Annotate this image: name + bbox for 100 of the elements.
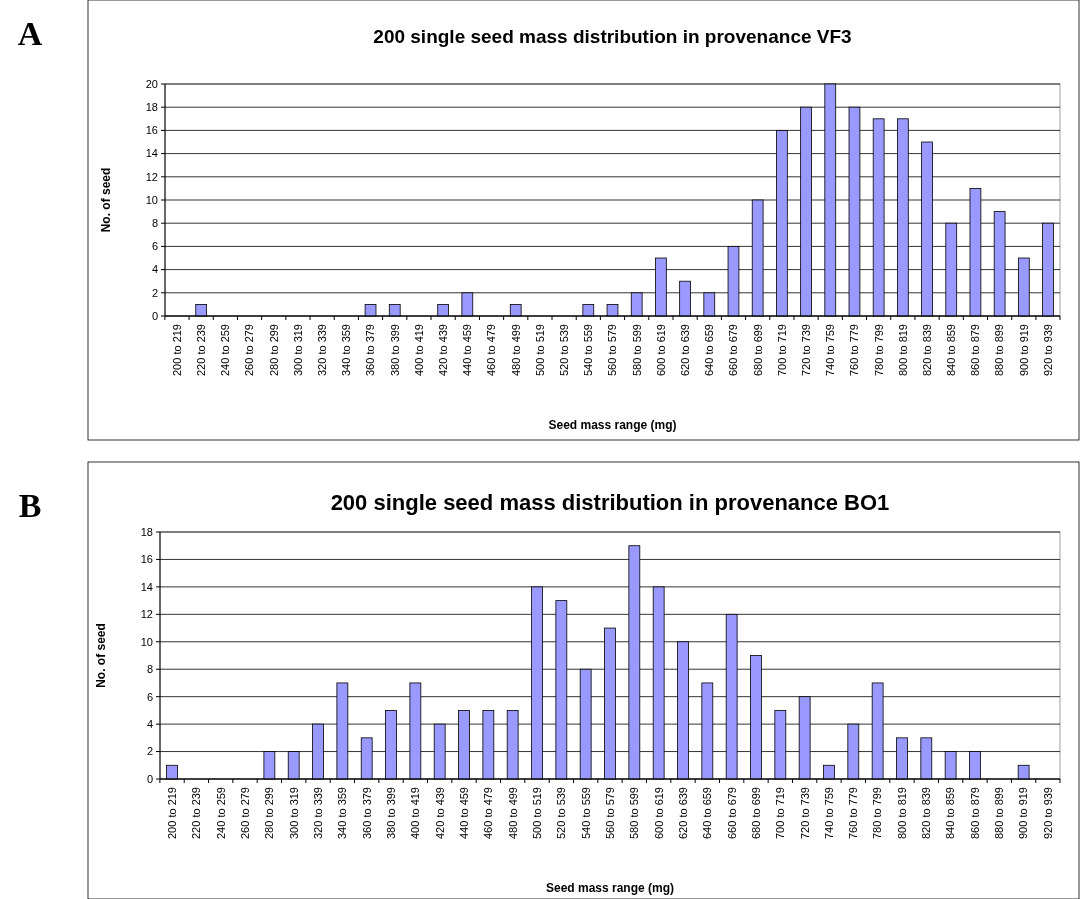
x-tick-label: 640 to 659	[701, 787, 714, 839]
x-tick-label: 280 to 299	[263, 787, 276, 839]
x-tick-label: 400 to 419	[412, 324, 425, 376]
y-tick-label: 16	[140, 553, 153, 566]
x-tick-label: 880 to 899	[993, 787, 1006, 839]
x-tick-label: 200 to 219	[170, 324, 183, 376]
y-tick-label: 10	[140, 635, 153, 648]
x-axis-title: Seed mass range (mg)	[545, 881, 675, 895]
x-tick-label: 580 to 599	[630, 324, 643, 376]
x-tick-label: 800 to 819	[895, 787, 908, 839]
x-tick-label: 840 to 859	[945, 324, 958, 376]
x-tick-label: 540 to 559	[579, 787, 592, 839]
x-tick-label: 320 to 339	[311, 787, 324, 839]
y-tick-label: 20	[145, 77, 158, 90]
y-tick-label: 4	[151, 263, 158, 276]
x-tick-label: 460 to 479	[482, 787, 495, 839]
x-tick-label: 480 to 499	[509, 324, 522, 376]
x-tick-label: 600 to 619	[654, 324, 667, 376]
x-tick-label: 400 to 419	[409, 787, 422, 839]
y-tick-label: 18	[140, 525, 153, 538]
x-tick-label: 340 to 359	[336, 787, 349, 839]
x-tick-label: 660 to 679	[727, 324, 740, 376]
x-tick-label: 740 to 759	[824, 324, 837, 376]
y-tick-label: 8	[146, 663, 153, 676]
x-tick-label: 600 to 619	[652, 787, 665, 839]
y-axis-title: No. of seed	[99, 167, 113, 233]
x-tick-label: 220 to 239	[190, 787, 203, 839]
x-tick-label: 720 to 739	[799, 324, 812, 376]
x-tick-label: 920 to 939	[1041, 787, 1054, 839]
x-axis-title: Seed mass range (mg)	[548, 418, 677, 432]
x-tick-label: 520 to 539	[557, 324, 570, 376]
x-tick-label: 240 to 259	[214, 787, 227, 839]
x-tick-label: 900 to 919	[1017, 324, 1030, 376]
y-tick-label: 4	[146, 717, 153, 730]
x-tick-label: 620 to 639	[676, 787, 689, 839]
text: A	[17, 15, 43, 52]
text: B	[18, 487, 42, 524]
x-tick-label: 880 to 899	[993, 324, 1006, 376]
x-tick-label: 340 to 359	[340, 324, 353, 376]
y-tick-label: 2	[146, 745, 153, 758]
x-tick-label: 500 to 519	[530, 787, 543, 839]
x-tick-label: 660 to 679	[725, 787, 738, 839]
x-tick-label: 360 to 379	[364, 324, 377, 376]
y-axis-title: No. of seed	[94, 623, 108, 688]
x-tick-label: 360 to 379	[360, 787, 373, 839]
x-tick-label: 640 to 659	[703, 324, 716, 376]
x-tick-label: 580 to 599	[628, 787, 641, 839]
x-tick-label: 680 to 699	[751, 324, 764, 376]
y-tick-label: 10	[145, 193, 158, 206]
y-tick-label: 6	[146, 690, 153, 703]
x-tick-label: 480 to 499	[506, 787, 519, 839]
y-tick-label: 12	[145, 170, 158, 183]
x-tick-label: 420 to 439	[433, 787, 446, 839]
x-tick-label: 380 to 399	[388, 324, 401, 376]
y-tick-label: 0	[146, 772, 153, 785]
chart-title: 200 single seed mass distribution in provenance VF3	[373, 26, 852, 47]
x-tick-label: 780 to 799	[872, 324, 885, 376]
y-tick-label: 8	[151, 217, 158, 230]
x-tick-label: 900 to 919	[1017, 787, 1030, 839]
x-tick-label: 260 to 279	[238, 787, 251, 839]
x-tick-label: 720 to 739	[798, 787, 811, 839]
x-tick-label: 860 to 879	[969, 324, 982, 376]
x-tick-label: 240 to 259	[219, 324, 232, 376]
y-tick-label: 0	[151, 309, 158, 322]
x-tick-label: 560 to 579	[603, 787, 616, 839]
x-tick-label: 620 to 639	[678, 324, 691, 376]
x-tick-label: 700 to 719	[775, 324, 788, 376]
x-tick-label: 820 to 839	[920, 324, 933, 376]
x-tick-label: 520 to 539	[555, 787, 568, 839]
x-tick-label: 780 to 799	[871, 787, 884, 839]
x-tick-label: 440 to 459	[457, 787, 470, 839]
x-tick-label: 280 to 299	[267, 324, 280, 376]
x-tick-label: 460 to 479	[485, 324, 498, 376]
x-tick-label: 820 to 839	[920, 787, 933, 839]
x-tick-label: 420 to 439	[436, 324, 449, 376]
x-tick-label: 800 to 819	[896, 324, 909, 376]
x-tick-label: 200 to 219	[165, 787, 178, 839]
x-tick-label: 700 to 719	[774, 787, 787, 839]
x-tick-label: 740 to 759	[822, 787, 835, 839]
x-tick-label: 500 to 519	[533, 324, 546, 376]
y-tick-label: 12	[140, 608, 153, 621]
y-tick-label: 2	[151, 286, 158, 299]
x-tick-label: 920 to 939	[1041, 324, 1054, 376]
x-tick-label: 540 to 559	[582, 324, 595, 376]
x-tick-label: 260 to 279	[243, 324, 256, 376]
y-tick-label: 14	[145, 147, 158, 160]
y-tick-label: 16	[145, 124, 158, 137]
x-tick-label: 680 to 699	[749, 787, 762, 839]
x-tick-label: 760 to 779	[848, 324, 861, 376]
chart-title: 200 single seed mass distribution in provenance BO1	[330, 490, 890, 515]
x-tick-label: 840 to 859	[944, 787, 957, 839]
y-tick-label: 18	[145, 101, 158, 114]
x-tick-label: 320 to 339	[316, 324, 328, 376]
x-tick-label: 300 to 319	[291, 324, 304, 376]
x-tick-label: 560 to 579	[606, 324, 619, 376]
x-tick-label: 300 to 319	[287, 787, 300, 839]
x-tick-label: 380 to 399	[384, 787, 397, 839]
x-tick-label: 440 to 459	[461, 324, 474, 376]
x-tick-label: 220 to 239	[195, 324, 208, 376]
x-tick-label: 760 to 779	[847, 787, 860, 839]
